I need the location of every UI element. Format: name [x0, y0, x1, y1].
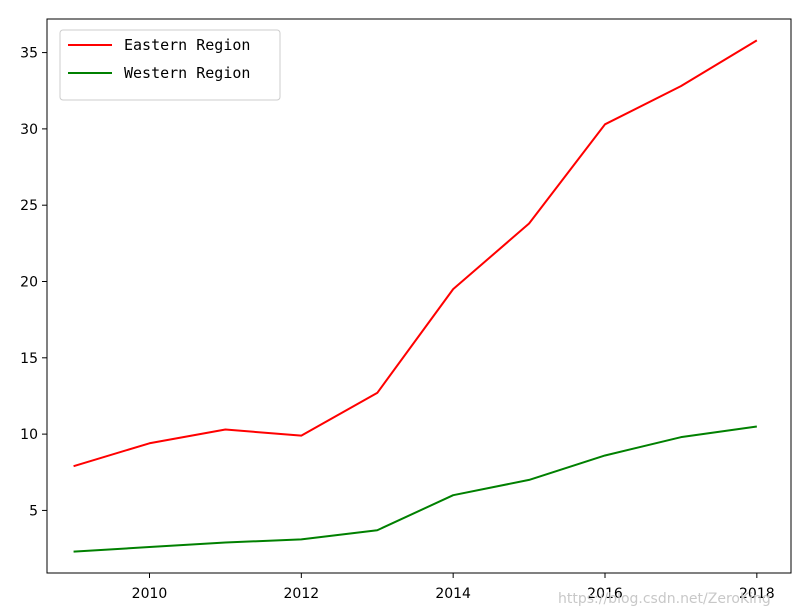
- y-tick-label-6: 35: [20, 46, 38, 62]
- series-line-0: [73, 39, 758, 468]
- x-tick-label-2: 2014: [435, 586, 471, 602]
- y-tick-label-3: 20: [20, 275, 38, 291]
- y-tick-label-4: 25: [20, 198, 38, 214]
- y-tick-label-2: 15: [20, 351, 38, 367]
- y-tick-label-1: 10: [20, 427, 38, 443]
- x-tick-label-1: 2012: [284, 586, 320, 602]
- watermark: https://blog.csdn.net/ZeroKing: [558, 591, 771, 607]
- y-tick-label-5: 30: [20, 122, 38, 138]
- x-tick-label-4: 2018: [739, 586, 775, 602]
- series-line-1: [73, 425, 757, 553]
- y-tick-label-0: 5: [29, 503, 38, 519]
- legend-label-1: Western Region: [124, 64, 250, 82]
- legend-label-0: Eastern Region: [124, 36, 250, 54]
- legend: Eastern Region Western Region: [59, 29, 281, 101]
- x-tick-label-0: 2010: [132, 586, 168, 602]
- x-tick-label-3: 2016: [587, 586, 623, 602]
- plot-frame: [46, 18, 792, 574]
- legend-box: [59, 29, 281, 101]
